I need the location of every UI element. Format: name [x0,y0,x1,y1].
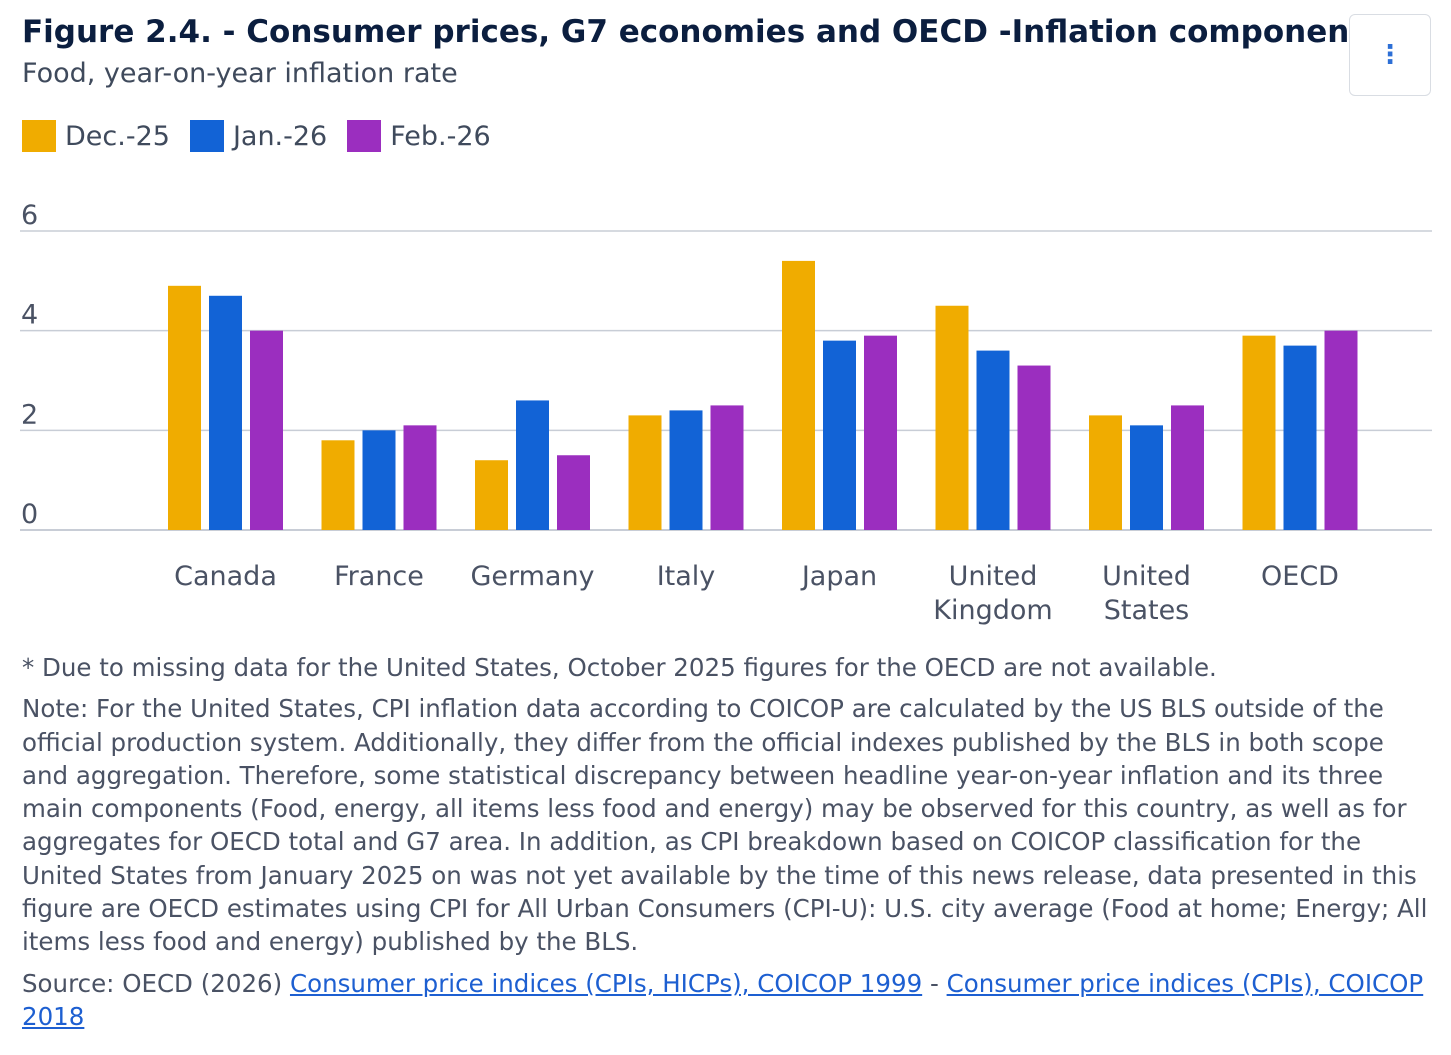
bar-france-feb-26[interactable] [403,425,437,530]
x-tick-label-line: France [334,561,424,592]
bar-united-states-jan-26[interactable] [1130,425,1163,530]
bar-united-kingdom-feb-26[interactable] [1017,365,1051,530]
x-tick-label-line: OECD [1261,561,1339,592]
source-link-coicop-2018[interactable]: Consumer price indices (CPIs), COICOP 20… [22,968,1424,1031]
chart-notes: * Due to missing data for the United Sta… [22,651,1437,1041]
source-link-coicop-1999[interactable]: Consumer price indices (CPIs, HICPs), CO… [289,968,923,998]
x-tick-label-line: States [1104,595,1190,626]
x-tick-label: Japan [800,561,877,592]
bar-canada-dec-25[interactable] [168,285,201,530]
x-tick-label-line: United [1102,561,1191,592]
bar-japan-jan-26[interactable] [823,340,856,530]
x-tick-label-line: Japan [800,561,877,592]
x-tick-label: OECD [1261,561,1339,592]
bar-france-jan-26[interactable] [362,430,396,530]
chart-subtitle: Food, year-on-year inflation rate [22,58,458,89]
legend-swatch-jan-26 [189,120,224,152]
source-separator: - [922,968,947,998]
x-tick-label-line: Italy [657,561,716,592]
bar-japan-dec-25[interactable] [782,260,815,530]
x-tick-label: United Kingdom [933,561,1052,626]
legend-swatch-dec-25 [22,120,56,152]
bar-italy-jan-26[interactable] [669,410,703,530]
bar-germany-feb-26[interactable] [557,455,590,530]
source-prefix: Source: OECD (2026) [22,968,290,998]
legend-label-jan-26: Jan.-26 [232,120,328,152]
chart-legend: Dec.-25 Jan.-26 Feb.-26 [22,120,511,152]
bar-japan-feb-26[interactable] [864,335,897,530]
legend-item-jan-26[interactable]: Jan.-26 [189,120,328,152]
bar-united-states-feb-26[interactable] [1171,405,1204,530]
legend-item-feb-26[interactable]: Feb.-26 [347,120,491,152]
chart-menu-button[interactable]: ⋮ [1349,14,1431,96]
x-tick-label: Germany [470,561,594,592]
bar-canada-jan-26[interactable] [209,295,242,530]
chart-title: Figure 2.4. - Consumer prices, G7 econom… [22,14,1383,50]
y-tick-label: 0 [21,499,38,530]
x-tick-label: Italy [657,561,716,592]
bar-oecd-feb-26[interactable] [1324,330,1358,530]
bar-united-states-dec-25[interactable] [1089,415,1122,530]
source-line: Source: OECD (2026) Consumer price indic… [22,967,1437,1034]
legend-label-dec-25: Dec.-25 [65,120,170,152]
x-tick-label-line: Canada [174,561,277,592]
legend-swatch-feb-26 [347,120,382,152]
bar-france-dec-25[interactable] [321,440,355,530]
legend-label-feb-26: Feb.-26 [390,120,491,152]
bar-oecd-jan-26[interactable] [1283,345,1317,530]
vertical-ellipsis-icon: ⋮ [1377,40,1403,70]
bar-italy-dec-25[interactable] [628,415,662,530]
x-tick-label-line: United [949,561,1038,592]
y-tick-label: 6 [21,200,38,231]
bar-united-kingdom-dec-25[interactable] [935,305,969,530]
x-tick-label-line: Germany [470,561,594,592]
bar-canada-feb-26[interactable] [250,330,283,530]
x-tick-label-line: Kingdom [933,595,1052,626]
y-tick-label: 2 [21,399,38,430]
x-tick-label: United States [1102,561,1191,626]
footnote-text: * Due to missing data for the United Sta… [22,653,1217,682]
x-tick-label: Canada [174,561,277,592]
x-tick-label: France [334,561,424,592]
bar-italy-feb-26[interactable] [710,405,744,530]
bar-united-kingdom-jan-26[interactable] [976,350,1010,530]
bar-germany-jan-26[interactable] [516,400,549,530]
legend-item-dec-25[interactable]: Dec.-25 [22,120,170,152]
bar-oecd-dec-25[interactable] [1242,335,1276,530]
note-text: Note: For the United States, CPI inflati… [22,694,1428,957]
y-tick-label: 4 [21,300,38,331]
bar-germany-dec-25[interactable] [475,460,508,530]
